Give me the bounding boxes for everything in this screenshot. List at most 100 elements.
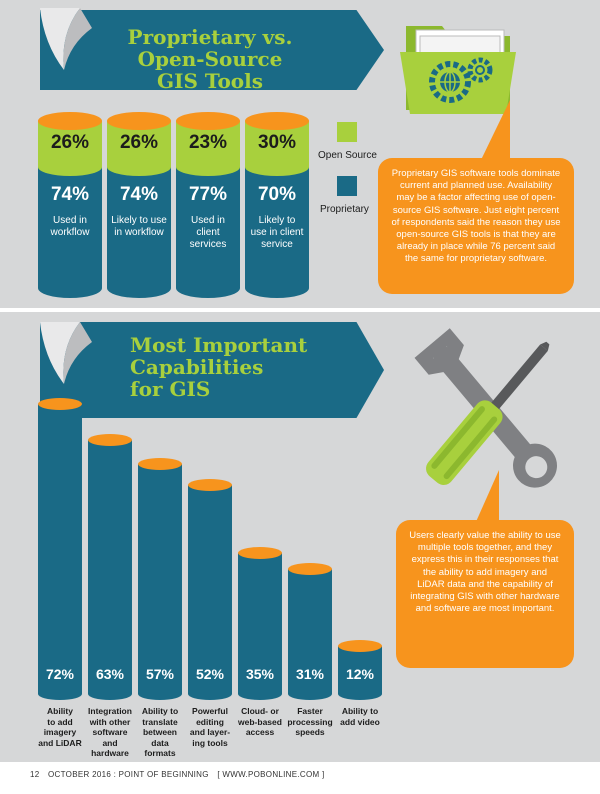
- footer-page-number: 12: [30, 770, 40, 779]
- cylinder-label-line: service: [261, 239, 293, 250]
- open-source-percent: 30%: [257, 132, 297, 153]
- open-source-percent: 26%: [50, 132, 90, 153]
- section1-title-line3: GIS Tools: [157, 69, 263, 93]
- bar-category-line: Ability: [47, 706, 73, 716]
- bar-category-line: and layer-: [189, 727, 231, 737]
- bar-category-line: to add: [47, 716, 73, 727]
- proprietary-percent: 74%: [119, 184, 159, 205]
- cylinder-proprietary-segment: [38, 167, 102, 288]
- bar-category-label: Ability to add imagery and LiDAR: [32, 706, 88, 748]
- callout-proprietary-dominance: Proprietary GIS software tools dominate …: [378, 158, 574, 294]
- proprietary-percent: 70%: [257, 184, 297, 205]
- bar-value-label: 63%: [95, 666, 125, 682]
- bar-value-label: 52%: [195, 666, 225, 682]
- bar-category-line: between: [142, 727, 177, 737]
- cylinder-label: Likely to use in client service: [245, 215, 309, 251]
- page-curl-icon: [40, 322, 92, 384]
- bar-cap: [88, 434, 132, 447]
- cylinder-proprietary-segment: [245, 167, 309, 288]
- bar-category-line: Ability to: [341, 706, 379, 716]
- bar: [188, 484, 232, 694]
- bar-category-line: speeds: [295, 727, 325, 737]
- bar-category-line: ing tools: [192, 737, 228, 748]
- bar-bottom: [188, 688, 232, 700]
- cylinder-top: [245, 112, 309, 130]
- section1-title-line1: Proprietary vs.: [127, 25, 293, 49]
- bar-bottom: [238, 688, 282, 700]
- callout2-tail: [475, 470, 499, 524]
- section1-title-line2: Open-Source: [137, 47, 283, 71]
- bar-category-line: and LiDAR: [38, 737, 82, 748]
- bar-value-label: 35%: [245, 666, 275, 682]
- bar-category-line: translate: [142, 716, 178, 727]
- bar-category-label: Ability to translate between data formats: [132, 706, 188, 759]
- panel-divider: [0, 308, 600, 312]
- section2-title-line1: Most Important: [130, 333, 308, 357]
- cylinder-label-line: in workflow: [114, 227, 164, 238]
- bar-bottom: [88, 688, 132, 700]
- bar: [288, 569, 332, 694]
- bar-category-label: Powerful editing and layer-ing tools: [182, 706, 238, 748]
- page-footer: 12 OCTOBER 2016 : POINT OF BEGINNING [ W…: [30, 770, 331, 779]
- cylinder-label-line: Used in: [191, 215, 225, 226]
- open-source-percent: 23%: [188, 132, 228, 153]
- cylinder-label: Used in workflow: [38, 215, 102, 239]
- bar-value-label: 12%: [345, 666, 375, 682]
- bar-cap: [288, 563, 332, 576]
- bar-category-line: Faster: [297, 706, 323, 716]
- cylinder-segment-edge: [245, 158, 309, 176]
- bar-category-line: with other: [89, 716, 131, 727]
- bar-bottom: [288, 688, 332, 700]
- cylinder-top: [176, 112, 240, 130]
- bar-category-label: Integration with other software and hardware: [82, 706, 138, 759]
- cylinder-proprietary-segment: [107, 167, 171, 288]
- legend-label-open-source: Open Source: [318, 150, 377, 161]
- legend-label-proprietary: Proprietary: [320, 204, 369, 215]
- footer-issue: OCTOBER 2016 : POINT OF BEGINNING: [48, 770, 209, 779]
- bar-category-line: software: [92, 727, 128, 737]
- cylinder-label-line: Likely to: [258, 215, 296, 226]
- cylinder-bottom: [245, 278, 309, 298]
- callout1-tail: [480, 100, 510, 162]
- cylinder-label-line: client: [196, 227, 220, 238]
- bar-category-line: formats: [144, 748, 176, 758]
- section2-title: Most Important Capabilities for GIS: [130, 334, 330, 400]
- bar-category-line: and: [102, 737, 118, 748]
- cylinder-label: Likely to use in workflow: [107, 215, 171, 239]
- bar-category-line: data: [151, 737, 169, 748]
- bar-value-label: 72%: [45, 666, 75, 682]
- callout-capabilities: Users clearly value the ability to use m…: [396, 520, 574, 668]
- bar-category-line: web-based: [238, 716, 282, 727]
- bar-category-line: add video: [340, 716, 380, 727]
- cylinder-top: [107, 112, 171, 130]
- proprietary-percent: 77%: [188, 184, 228, 205]
- page-curl-icon: [40, 8, 92, 70]
- bar: [338, 645, 382, 694]
- cylinder-label-line: workflow: [50, 227, 90, 238]
- bar-value-label: 31%: [295, 666, 325, 682]
- cylinder-label-line: Likely to use: [111, 215, 167, 226]
- legend-swatch-proprietary: [337, 176, 357, 196]
- bar: [38, 404, 82, 694]
- bar-cap: [338, 639, 382, 652]
- section1-title: Proprietary vs. Open-Source GIS Tools: [100, 26, 320, 92]
- bar-category-line: hardware: [91, 748, 129, 758]
- open-source-percent: 26%: [119, 132, 159, 153]
- cylinder-bottom: [107, 278, 171, 298]
- folder-gears-icon: [400, 26, 516, 114]
- bar-category-line: editing: [196, 716, 224, 727]
- bar-cap: [238, 547, 282, 560]
- bar-cap: [188, 478, 232, 491]
- cylinder-segment-edge: [38, 158, 102, 176]
- section1-banner: [40, 10, 384, 90]
- bar-category-line: imagery: [43, 727, 77, 737]
- cylinder-label-line: use in client: [250, 227, 304, 238]
- cylinder-top: [38, 112, 102, 130]
- cylinder-bottom: [176, 278, 240, 298]
- cylinder-label-line: services: [189, 239, 227, 250]
- bar-bottom: [138, 688, 182, 700]
- bar-category-line: access: [245, 727, 275, 737]
- bar-bottom: [38, 688, 82, 700]
- footer-site: [ WWW.POBONLINE.COM ]: [217, 770, 325, 779]
